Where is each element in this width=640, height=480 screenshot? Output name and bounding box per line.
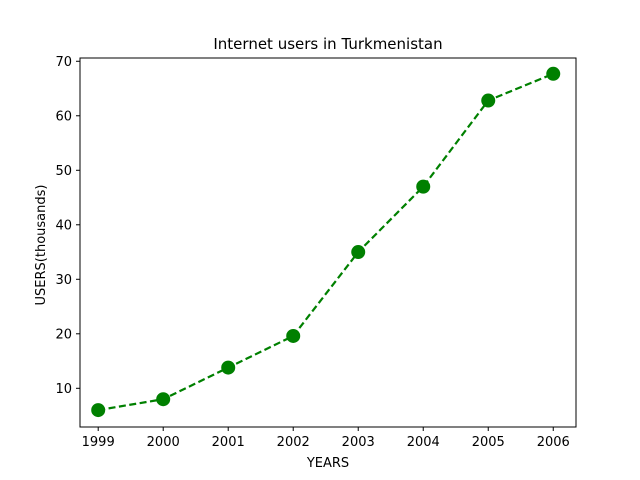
plot-area: 1999 2000 2001 2002 2003 2004 2005 2006 10 20 30 40…: [55, 55, 577, 450]
series-line: [98, 72, 554, 412]
y-tick-label: 40: [55, 218, 72, 233]
x-tick-label: 2003: [342, 435, 375, 450]
y-tick-label: 30: [55, 273, 72, 288]
data-point: [221, 360, 236, 375]
plot-frame: [79, 57, 577, 428]
x-tick-label: 2000: [147, 435, 180, 450]
y-axis-label: USERS(thousands): [34, 185, 49, 306]
y-tick-label: 50: [55, 164, 72, 179]
x-tick-label: 2005: [472, 435, 505, 450]
data-point: [481, 93, 496, 108]
data-point: [546, 66, 561, 81]
x-tick-label: 2004: [407, 435, 440, 450]
y-tick-label: 60: [55, 109, 72, 124]
chart-title: Internet users in Turkmenistan: [213, 35, 442, 53]
y-tick-label: 10: [55, 382, 72, 397]
data-point: [286, 328, 301, 343]
y-tick-label: 20: [55, 327, 72, 342]
x-tick-label: 2006: [537, 435, 570, 450]
data-point: [91, 403, 106, 418]
x-tick-label: 1999: [82, 435, 115, 450]
y-tick-label: 70: [55, 55, 72, 70]
data-point: [416, 179, 431, 194]
x-axis-label: YEARS: [306, 456, 349, 471]
x-tick-label: 2002: [277, 435, 310, 450]
data-point: [156, 392, 171, 407]
x-tick-label: 2001: [212, 435, 245, 450]
data-point: [351, 245, 366, 260]
